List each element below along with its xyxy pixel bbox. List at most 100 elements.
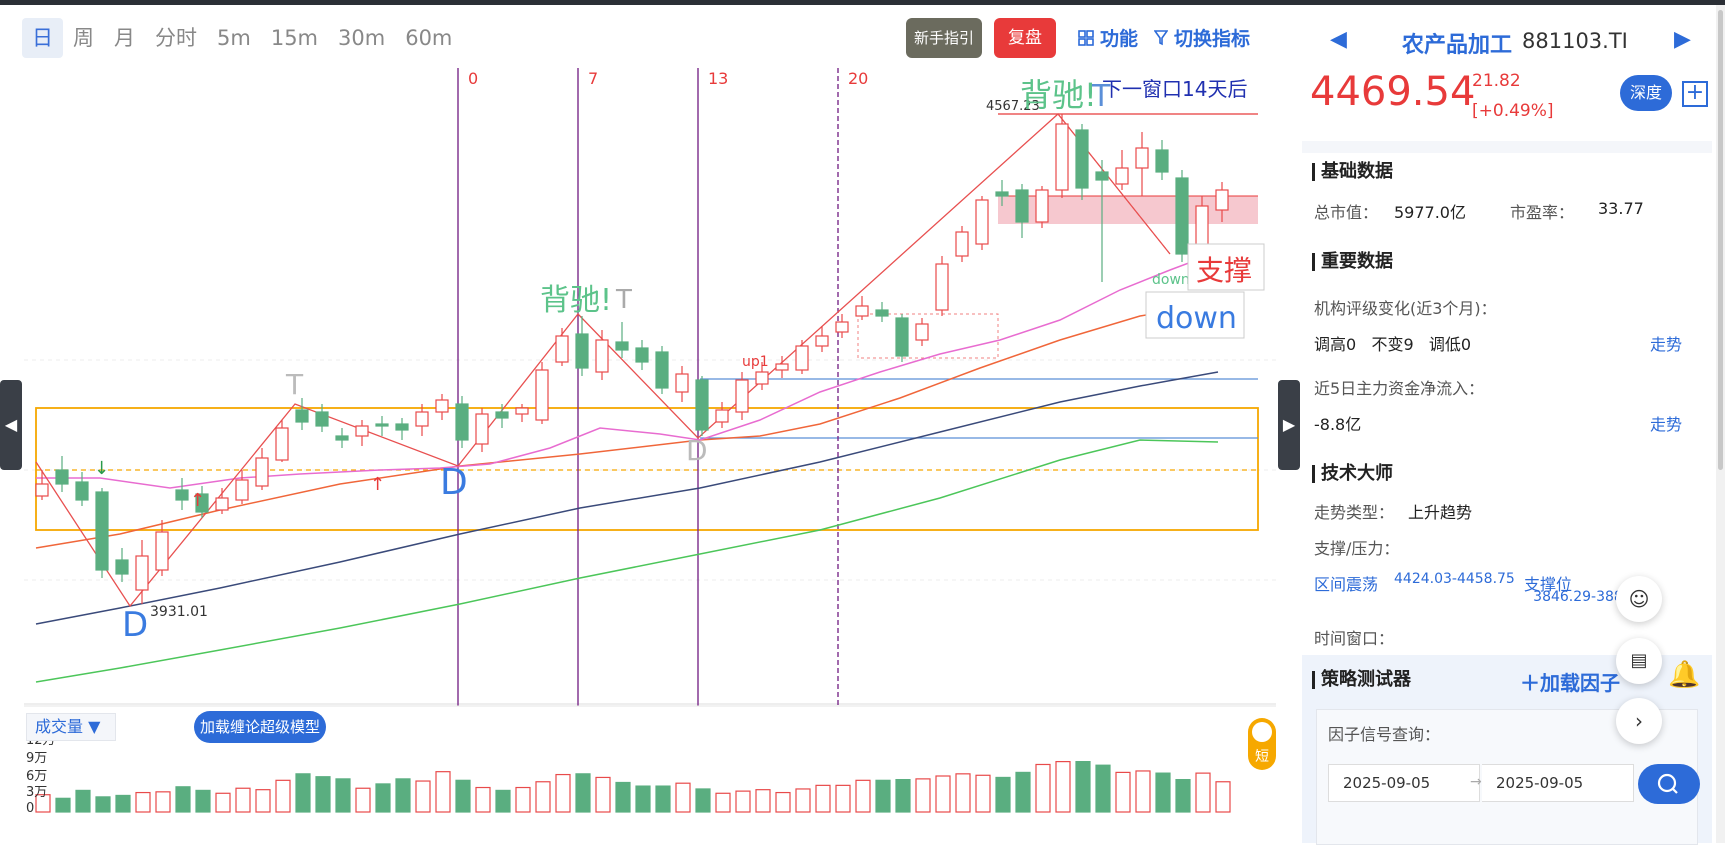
guide-button[interactable]: 新手指引	[906, 18, 982, 58]
candle	[695, 379, 709, 431]
candle	[355, 425, 369, 437]
important-data-title: 重要数据	[1312, 253, 1393, 271]
candle	[1055, 123, 1069, 191]
prev-arrow-icon[interactable]: ◀	[1330, 27, 1347, 52]
candle	[475, 413, 489, 445]
replay-button[interactable]: 复盘	[994, 18, 1056, 58]
period-tab[interactable]: 60m	[405, 26, 453, 50]
chevron-right-icon[interactable]: ›	[1616, 698, 1662, 744]
candle	[735, 379, 749, 413]
candle	[1135, 147, 1149, 169]
bell-icon[interactable]: 🔔	[1668, 660, 1701, 690]
mktcap-label: 总市值：	[1314, 203, 1379, 222]
divider	[1302, 141, 1712, 153]
add-icon[interactable]: +	[1682, 81, 1708, 107]
candle	[1155, 149, 1169, 173]
candle	[415, 411, 429, 427]
volume-select[interactable]: 成交量 ▼	[26, 713, 116, 741]
period-tab[interactable]: 15m	[270, 26, 319, 50]
volume-bar	[115, 794, 131, 813]
flow-trend-link[interactable]: 走势	[1650, 415, 1683, 434]
price: 4469.54	[1310, 69, 1476, 115]
candle	[495, 411, 509, 419]
candle	[1015, 189, 1029, 223]
next-arrow-icon[interactable]: ▶	[1674, 27, 1691, 52]
volume-bar	[315, 776, 331, 813]
price-change: 21.82	[1472, 71, 1521, 91]
candle	[815, 335, 829, 347]
short-toggle[interactable]: 短	[1248, 718, 1276, 770]
up-label: up1	[742, 354, 769, 370]
volume-bar	[675, 782, 691, 813]
load-model-button[interactable]: 加载缠论超级模型	[194, 711, 326, 743]
kline-chart[interactable]: 0 7 13 20 4567.23 3931.01 下一窗口14天后 背驰! T 背驰…	[24, 68, 1276, 813]
candle	[595, 339, 609, 373]
candle	[775, 363, 789, 371]
up-arrow-icon-2: ↑	[370, 474, 385, 495]
period-tab[interactable]: 5m	[217, 26, 251, 50]
volume-select-label: 成交量	[35, 717, 84, 736]
time-window-label: 时间窗口：	[1314, 629, 1395, 648]
candle	[35, 483, 49, 497]
down-arrow-icon: ↓	[94, 458, 109, 479]
period-tab[interactable]: 分时	[155, 26, 197, 50]
period-tab[interactable]: 日	[22, 18, 63, 58]
notebook-icon[interactable]: ▤	[1616, 638, 1662, 684]
candle	[855, 305, 869, 317]
volume-tick: 9万	[26, 751, 47, 766]
right-panel: ◀ 农产品加工 881103.TI ▶ 4469.54 21.82 [+0.49…	[1302, 5, 1712, 845]
down-small-label: down	[1152, 272, 1190, 288]
date-from-input[interactable]: 2025-09-05	[1328, 764, 1480, 802]
top-marker-T-2: T	[1091, 79, 1111, 114]
candle	[135, 555, 149, 591]
volume-bar	[415, 780, 431, 813]
volume-tick: 0	[26, 801, 34, 813]
period-tab[interactable]: 30m	[338, 26, 386, 50]
top-bar	[0, 0, 1725, 5]
switch-indicator-button[interactable]: 切换指标	[1154, 24, 1250, 51]
function-label: 功能	[1100, 28, 1139, 50]
right-collapse-handle[interactable]: ▶	[1278, 380, 1300, 470]
rating-label: 机构评级变化(近3个月)：	[1314, 299, 1497, 318]
left-collapse-handle[interactable]: ◀	[0, 380, 22, 470]
volume-bar	[775, 791, 791, 813]
flow-value: -8.8亿	[1314, 415, 1362, 434]
date-to-input[interactable]: 2025-09-05	[1482, 764, 1634, 802]
candle	[915, 323, 929, 341]
volume-bar	[1175, 778, 1191, 813]
volume-bar	[155, 791, 171, 813]
volume-bar	[895, 778, 911, 813]
divergence-label-1: 背驰!	[540, 283, 612, 318]
function-button[interactable]: 功能	[1078, 24, 1138, 51]
volume-bar	[1055, 760, 1071, 813]
volume-bar	[1155, 772, 1171, 813]
candle	[275, 427, 289, 461]
scrollbar-thumb[interactable]	[1718, 10, 1723, 470]
candle	[255, 457, 269, 487]
volume-bar	[75, 789, 91, 813]
candle	[835, 321, 849, 333]
volume-bar	[135, 791, 151, 813]
search-icon	[1657, 773, 1678, 794]
rating-trend-link[interactable]: 走势	[1650, 335, 1683, 354]
window-label: 下一窗口14天后	[1102, 77, 1247, 101]
candle	[1075, 129, 1089, 189]
candle	[955, 231, 969, 257]
volume-bar	[175, 786, 191, 813]
period-tab[interactable]: 月	[114, 26, 135, 50]
load-factor-button[interactable]: ＋加载因子	[1520, 671, 1620, 695]
candle	[795, 345, 809, 371]
stock-code: 881103.TI	[1522, 29, 1628, 53]
volume-bar	[95, 796, 111, 813]
search-button[interactable]	[1638, 764, 1700, 804]
cycle-label: 7	[588, 69, 598, 88]
volume-bar	[535, 781, 551, 813]
customer-service-icon[interactable]: ☺	[1616, 576, 1662, 622]
volume-bar	[855, 779, 871, 813]
range-label: 区间震荡	[1314, 575, 1379, 594]
volume-bar	[715, 792, 731, 813]
period-tab[interactable]: 周	[73, 26, 94, 50]
volume-bar	[1115, 771, 1131, 813]
depth-button[interactable]: 深度	[1620, 75, 1672, 111]
candle	[215, 497, 229, 511]
